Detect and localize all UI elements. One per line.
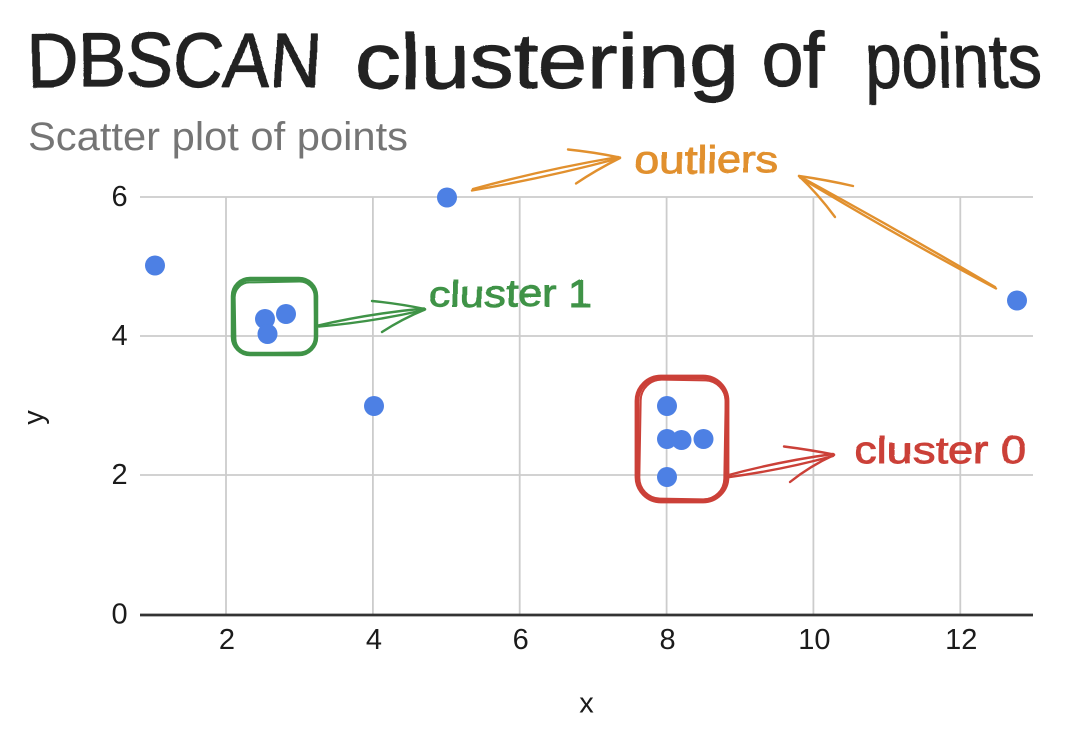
svg-text:12: 12 <box>945 624 977 656</box>
svg-text:4: 4 <box>111 320 127 352</box>
svg-text:2: 2 <box>111 459 127 491</box>
svg-text:of: of <box>762 19 826 104</box>
svg-text:6: 6 <box>111 181 127 213</box>
svg-text:4: 4 <box>366 624 382 656</box>
svg-text:8: 8 <box>660 624 676 656</box>
svg-text:outliers: outliers <box>635 140 778 182</box>
svg-text:points: points <box>865 19 1041 104</box>
svg-text:y: y <box>18 410 50 425</box>
svg-text:Scatter plot of points: Scatter plot of points <box>28 115 408 159</box>
svg-text:2: 2 <box>219 624 235 656</box>
svg-text:cluster 0: cluster 0 <box>855 430 1026 472</box>
svg-text:cluster 1: cluster 1 <box>429 274 592 315</box>
svg-text:6: 6 <box>513 624 529 656</box>
svg-text:0: 0 <box>111 598 127 630</box>
svg-text:10: 10 <box>798 624 830 656</box>
svg-text:x: x <box>579 688 594 720</box>
svg-text:DBSCAN: DBSCAN <box>28 19 321 104</box>
svg-text:clustering: clustering <box>354 19 739 104</box>
